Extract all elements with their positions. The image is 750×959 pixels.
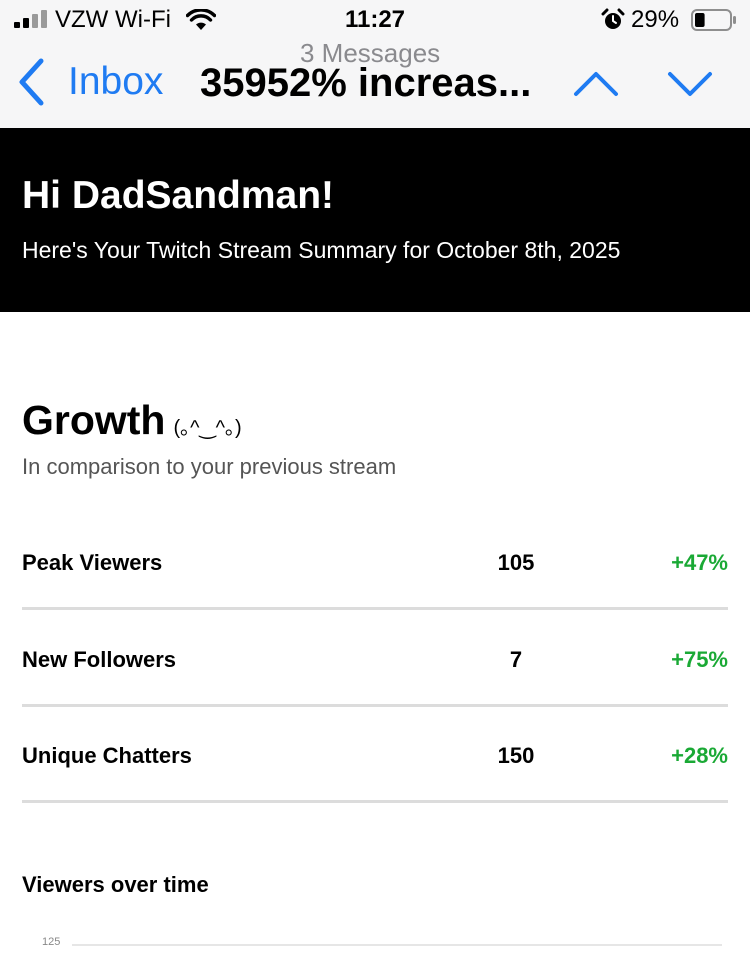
viewers-over-time-title: Viewers over time xyxy=(22,872,209,897)
stat-change: +28% xyxy=(671,743,728,768)
stat-row-unique-chatters: Unique Chatters 150 +28% xyxy=(22,707,728,803)
growth-emoticon: (｡^‿^｡) xyxy=(173,417,242,439)
battery-percent: 29% xyxy=(631,6,680,33)
stat-value: 7 xyxy=(509,647,523,672)
previous-message-button[interactable] xyxy=(572,70,620,98)
stat-change: +75% xyxy=(671,647,728,672)
divider xyxy=(22,800,728,803)
viewers-chart: 125 xyxy=(22,930,728,959)
stat-row-new-followers: New Followers 7 +75% xyxy=(22,611,728,707)
next-message-button[interactable] xyxy=(666,70,714,98)
stat-value: 105 xyxy=(497,550,535,575)
alarm-icon xyxy=(601,8,625,29)
wifi-icon xyxy=(186,9,216,30)
stat-label: New Followers xyxy=(22,647,177,672)
stat-value: 150 xyxy=(497,743,535,768)
growth-heading: Growth xyxy=(22,397,166,443)
status-bar: VZW Wi-Fi 11:27 29% xyxy=(0,0,750,40)
carrier-label: VZW Wi-Fi xyxy=(55,6,171,33)
stat-change: +47% xyxy=(671,550,728,575)
chart-gridline xyxy=(72,944,722,946)
divider xyxy=(22,704,728,707)
message-count: 3 Messages xyxy=(300,38,441,68)
back-label: Inbox xyxy=(68,60,164,103)
mail-navigation-bar: Inbox 3 Messages 35952% increas... xyxy=(0,40,750,128)
stat-label: Peak Viewers xyxy=(22,550,163,575)
cellular-signal-icon xyxy=(14,10,47,28)
chevron-left-icon xyxy=(19,58,44,106)
y-tick-label: 125 xyxy=(42,936,61,948)
divider xyxy=(22,607,728,610)
stat-label: Unique Chatters xyxy=(22,743,192,768)
back-to-inbox-button[interactable]: Inbox xyxy=(16,54,176,110)
greeting: Hi DadSandman! xyxy=(22,174,335,217)
clock: 11:27 xyxy=(344,6,406,33)
stat-row-peak-viewers: Peak Viewers 105 +47% xyxy=(22,514,728,610)
summary-line: Here's Your Twitch Stream Summary for Oc… xyxy=(22,237,621,263)
battery-icon xyxy=(691,9,736,31)
thread-title: 35952% increas... xyxy=(200,61,532,105)
growth-subtitle: In comparison to your previous stream xyxy=(22,454,397,479)
email-header-banner: Hi DadSandman! Here's Your Twitch Stream… xyxy=(0,128,750,312)
growth-title: Growth (｡^‿^｡) xyxy=(22,396,242,452)
